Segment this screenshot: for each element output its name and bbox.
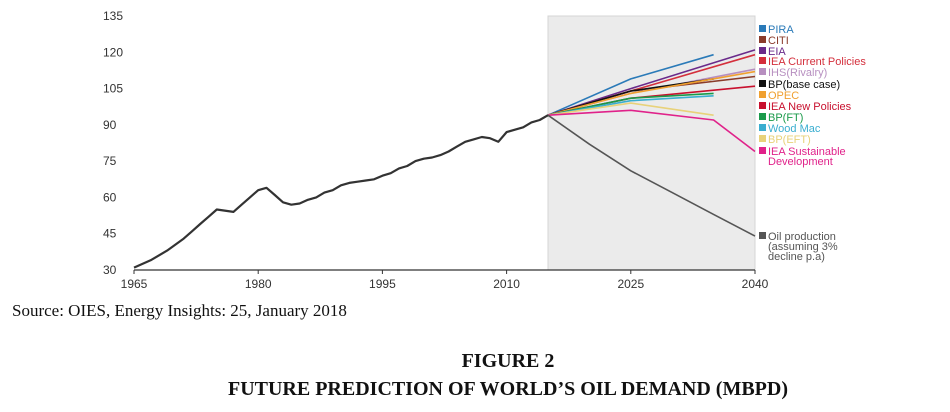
legend-label: (assuming 3% [768,241,838,253]
legend-swatch [759,102,766,109]
x-tick-label: 1980 [245,277,272,291]
legend-label: IEA Current Policies [768,56,866,68]
x-tick-label: 1965 [121,277,148,291]
legend-swatch [759,124,766,131]
y-tick-label: 120 [103,45,123,59]
legend-swatch [759,25,766,32]
legend-label: PIRA [768,24,794,36]
y-tick-label: 30 [103,263,117,277]
series-line-oil-production-assuming-3-decline-p-a [547,114,756,237]
legend-swatch [759,147,766,154]
figure-title: FUTURE PREDICTION OF WORLD’S OIL DEMAND … [227,378,789,400]
x-tick-label: 2040 [742,277,769,291]
legend-swatch [759,232,766,239]
legend-swatch [759,68,766,75]
y-tick-label: 75 [103,154,117,168]
y-tick-label: 45 [103,227,117,241]
oil-demand-chart: 1965 1980 1995 2010 2025 2040 135 120 105 90 75 60 4… [103,9,866,291]
legend-label: BP(FT) [768,112,803,124]
axes: 1965 1980 1995 2010 2025 2040 135 120 105 90 75 60 4… [103,9,769,291]
y-tick-label: 90 [103,118,117,132]
legend-label: Oil production [768,231,836,243]
legend-label: OPEC [768,90,799,102]
legend-swatch [759,57,766,64]
legend-swatch [759,91,766,98]
legend-label: Development [768,156,833,168]
legend-label: Wood Mac [768,123,821,135]
legend-swatch [759,47,766,54]
legend-label: decline p.a) [768,251,825,263]
legend-label: IHS(Rivalry) [768,67,827,79]
forecast-shading [547,15,756,271]
legend-swatch [759,36,766,43]
legend-label: CITI [768,35,789,47]
legend-label: BP(EFT) [768,134,811,146]
legend-swatch [759,135,766,142]
historical-demand-line [133,114,549,269]
series-line-bp-eft [547,102,714,116]
forecast-area [547,15,756,271]
y-tick-label: 105 [103,82,123,96]
x-tick-label: 2010 [493,277,520,291]
x-tick-label: 1995 [369,277,396,291]
legend-label: BP(base case) [768,79,840,91]
x-tick-label: 2025 [617,277,644,291]
series-line-opec [547,70,756,116]
legend-swatch [759,80,766,87]
series-line-pira [547,53,714,116]
legend-label: EIA [768,46,786,58]
legend-label: IEA Sustainable [768,146,846,158]
y-tick-label: 60 [103,190,117,204]
figure-number: FIGURE 2 [461,350,555,372]
series-line-iea-sustainable-development [547,109,756,153]
y-tick-label: 135 [103,9,123,23]
legend-label: IEA New Policies [768,101,852,113]
series-lines [133,49,756,269]
legend-swatch [759,113,766,120]
series-line-bp-ft [547,92,714,116]
source-note: Source: OIES, Energy Insights: 25, Janua… [12,301,347,320]
